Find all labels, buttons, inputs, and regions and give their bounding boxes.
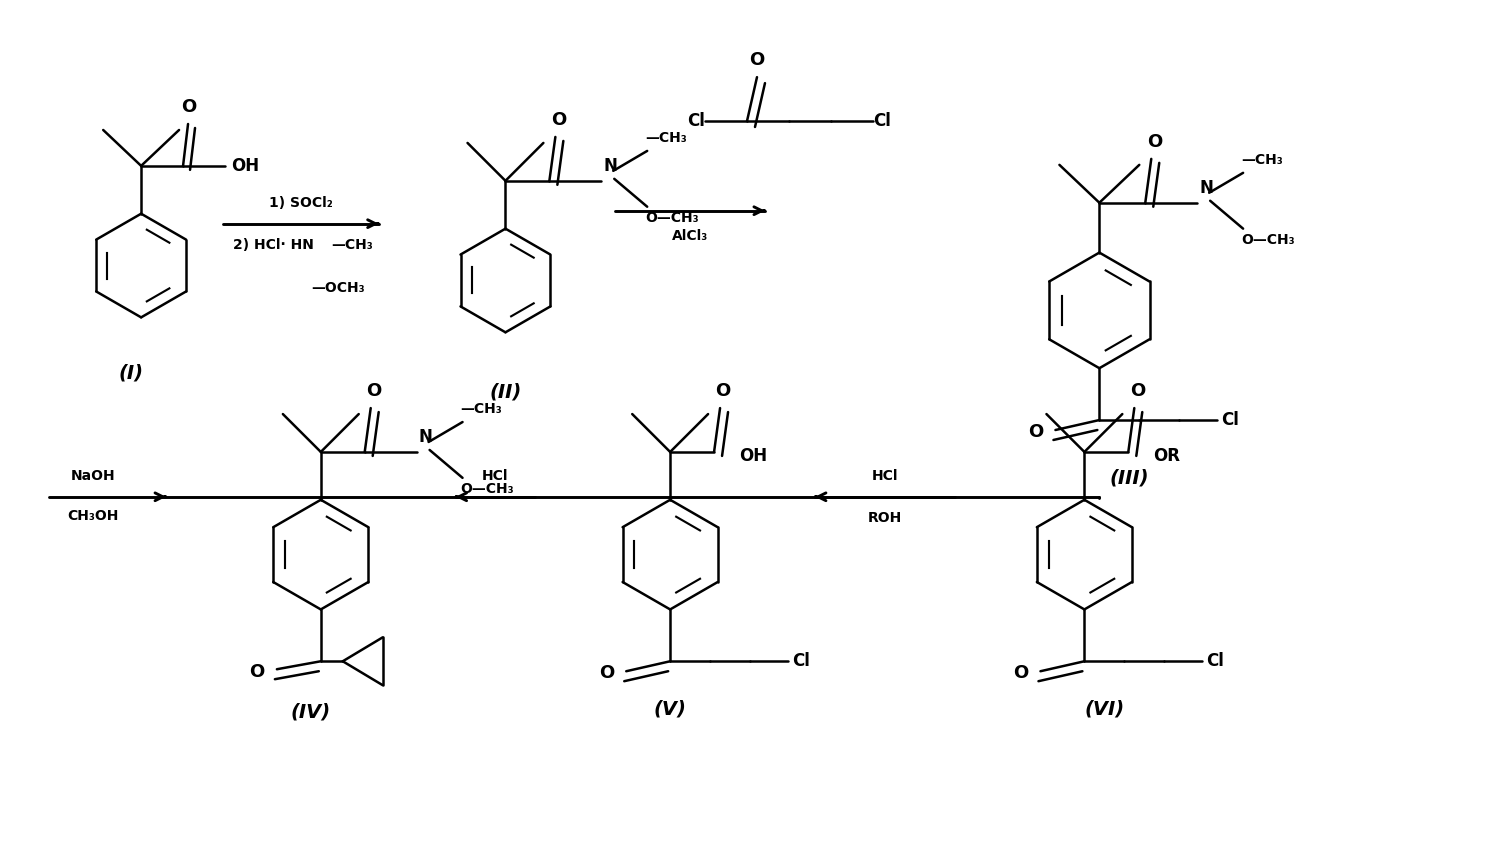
- Text: O: O: [1147, 133, 1162, 151]
- Text: (IV): (IV): [291, 702, 330, 721]
- Text: (II): (II): [489, 382, 522, 401]
- Text: CH₃OH: CH₃OH: [68, 509, 119, 522]
- Text: —CH₃: —CH₃: [1240, 153, 1283, 167]
- Text: O: O: [551, 111, 566, 129]
- Text: N: N: [418, 428, 433, 446]
- Text: Cl: Cl: [872, 112, 890, 130]
- Text: OH: OH: [231, 157, 260, 175]
- Text: O: O: [249, 663, 264, 682]
- Text: —CH₃: —CH₃: [646, 131, 687, 145]
- Text: O: O: [1013, 664, 1028, 682]
- Text: O—CH₃: O—CH₃: [460, 482, 515, 496]
- Text: NaOH: NaOH: [71, 469, 116, 483]
- Text: O: O: [1130, 382, 1145, 400]
- Text: HCl: HCl: [483, 469, 509, 483]
- Text: Cl: Cl: [687, 112, 705, 130]
- Text: (III): (III): [1109, 468, 1148, 487]
- Text: O: O: [1028, 423, 1043, 441]
- Text: —CH₃: —CH₃: [460, 402, 502, 416]
- Text: O: O: [599, 664, 614, 682]
- Text: (I): (I): [119, 363, 143, 382]
- Text: 1) SOCl₂: 1) SOCl₂: [269, 195, 332, 209]
- Text: ROH: ROH: [868, 510, 902, 525]
- Text: Cl: Cl: [1206, 652, 1224, 670]
- Text: O: O: [750, 51, 765, 69]
- Text: O—CH₃: O—CH₃: [1240, 233, 1295, 247]
- Text: —CH₃: —CH₃: [330, 238, 373, 252]
- Text: (VI): (VI): [1085, 700, 1124, 719]
- Text: AlCl₃: AlCl₃: [672, 228, 708, 243]
- Text: N: N: [604, 157, 617, 175]
- Text: (V): (V): [653, 700, 687, 719]
- Text: O: O: [181, 98, 196, 116]
- Text: HCl: HCl: [872, 469, 898, 483]
- Text: Cl: Cl: [1221, 411, 1239, 429]
- Text: 2) HCl· HN: 2) HCl· HN: [232, 238, 314, 252]
- Text: O—CH₃: O—CH₃: [646, 211, 699, 225]
- Text: O: O: [715, 382, 730, 400]
- Text: OR: OR: [1153, 447, 1180, 465]
- Text: —OCH₃: —OCH₃: [311, 281, 365, 296]
- Text: N: N: [1200, 179, 1213, 196]
- Text: OH: OH: [739, 447, 767, 465]
- Text: Cl: Cl: [792, 652, 810, 670]
- Text: O: O: [367, 382, 382, 400]
